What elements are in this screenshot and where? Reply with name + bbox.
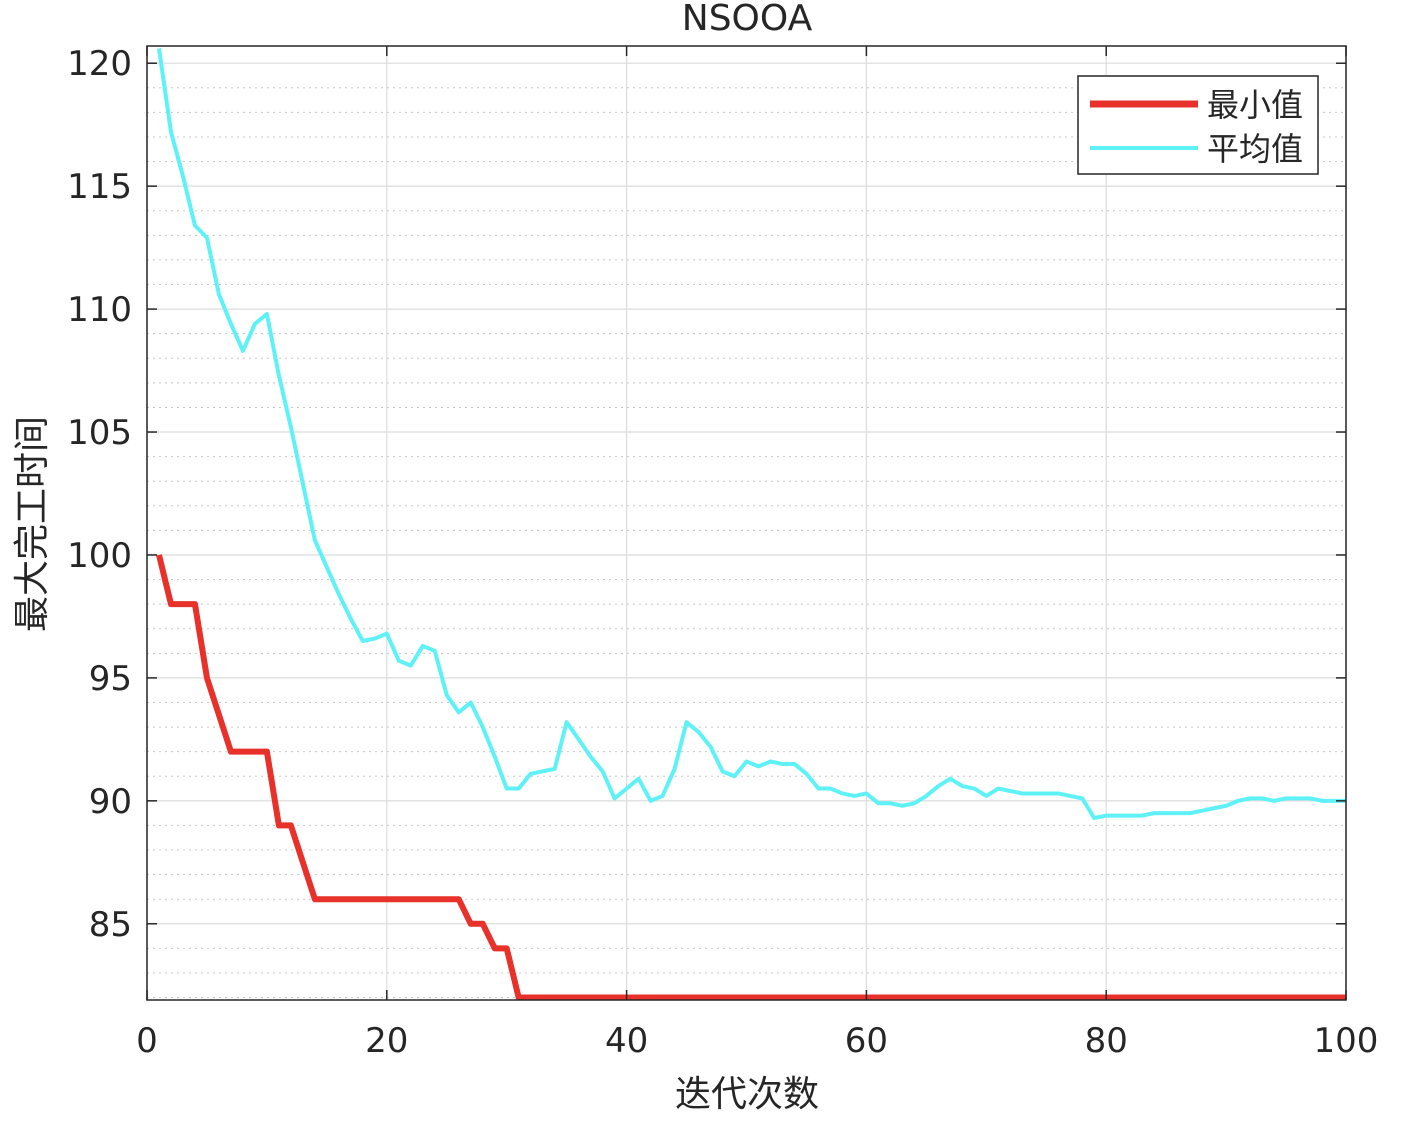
series-line-min [156, 554, 1346, 1001]
x-tick-label: 40 [605, 1021, 648, 1061]
y-axis-label: 最大完工时间 [12, 416, 53, 632]
y-tick-label: 90 [89, 782, 132, 822]
x-tick-label: 60 [845, 1021, 888, 1061]
legend[interactable]: 最小值 平均值 [1077, 75, 1319, 175]
minor-grid [147, 87, 1346, 999]
x-tick-label: 100 [1314, 1021, 1379, 1061]
x-tick-label: 0 [136, 1021, 158, 1061]
y-tick-label: 95 [89, 659, 132, 699]
x-tick-labels: 0 20 40 60 80 100 [136, 1021, 1378, 1061]
legend-label-avg: 平均值 [1207, 130, 1303, 168]
axis-ticks [146, 46, 1347, 1000]
y-tick-label: 115 [67, 167, 132, 207]
legend-label-min: 最小值 [1207, 86, 1303, 124]
y-tick-label: 100 [67, 536, 132, 576]
x-tick-label: 80 [1085, 1021, 1128, 1061]
y-tick-labels: 85 90 95 100 105 110 115 120 [67, 44, 132, 945]
legend-box [1077, 75, 1319, 175]
y-tick-label: 110 [67, 290, 132, 330]
series-line-avg [157, 48, 1346, 821]
y-tick-label: 105 [67, 413, 132, 453]
plot-frame [146, 45, 1347, 1001]
x-axis-label: 迭代次数 [675, 1074, 819, 1115]
chart-title: NSOOA [682, 0, 813, 39]
major-grid [146, 46, 1347, 1000]
y-tick-label: 120 [67, 44, 132, 84]
series-lines [156, 48, 1346, 1001]
y-tick-label: 85 [89, 905, 132, 945]
x-tick-label: 20 [365, 1021, 408, 1061]
